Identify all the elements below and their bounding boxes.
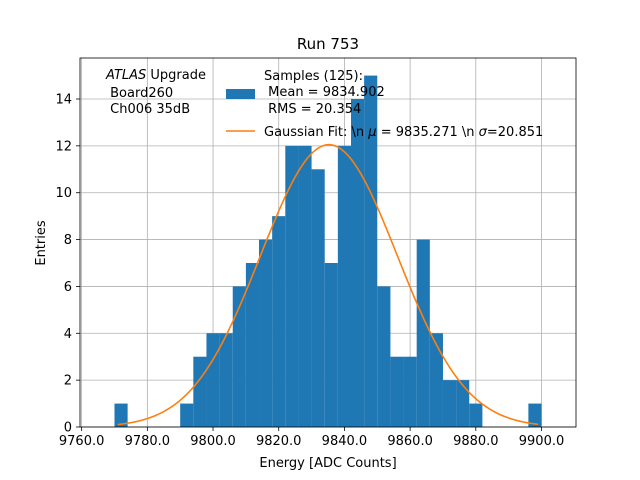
x-tick-label: 9900.0: [519, 434, 565, 449]
x-tick-label: 9820.0: [256, 434, 302, 449]
histogram-bar: [442, 380, 457, 427]
histogram-bar: [245, 263, 260, 427]
histogram-bar: [416, 239, 430, 427]
legend-fit-sigma: σ: [479, 125, 488, 140]
legend-fit-suffix: =20.851: [487, 125, 543, 140]
annotation-channel: Ch006 35dB: [106, 102, 190, 117]
histogram-bar: [528, 403, 542, 427]
gaussian-fit-curve: [117, 143, 539, 426]
x-tick-label: 9780.0: [125, 434, 171, 449]
histogram-bar: [272, 216, 286, 427]
histogram-bar: [324, 263, 338, 427]
histogram-bar: [337, 145, 351, 427]
histogram-bar: [350, 99, 365, 427]
legend-fit-label: Gaussian Fit: \n μ = 9835.271 \n σ=20.85…: [264, 125, 543, 140]
annotation-upgrade: Upgrade: [146, 68, 206, 83]
annotation-line-1: ATLAS Upgrade: [105, 68, 206, 83]
plot-frame: [79, 57, 577, 428]
histogram-bar: [390, 356, 404, 427]
y-tick-label: 12: [55, 139, 72, 154]
histogram-bars: [114, 75, 542, 428]
histogram-bar: [403, 356, 417, 427]
x-tick-label: 9860.0: [387, 434, 433, 449]
legend-fit-mu: μ: [367, 125, 376, 140]
x-tick-label: 9800.0: [190, 434, 236, 449]
histogram-bar: [206, 333, 220, 427]
y-tick-label: 8: [64, 233, 72, 248]
histogram-bar: [456, 380, 470, 427]
histogram-bar: [180, 403, 194, 427]
x-tick-label: 9880.0: [453, 434, 499, 449]
legend: Samples (125): Mean = 9834.902 RMS = 20.…: [226, 69, 543, 140]
histogram-bar: [311, 169, 325, 428]
x-tick-label: 9760.0: [59, 434, 105, 449]
chart-title: Run 753: [297, 35, 359, 53]
histogram-bar: [193, 356, 207, 427]
histogram-bar: [114, 403, 128, 427]
x-tick-label: 9840.0: [322, 434, 368, 449]
y-axis-label: Entries: [34, 220, 49, 266]
x-axis-ticks: 9760.0 9780.0 9800.0 9820.0 9840.0 9860.0 9880…: [59, 427, 564, 449]
y-tick-label: 10: [55, 186, 72, 201]
legend-fit-prefix: Gaussian Fit: \n: [264, 125, 368, 140]
legend-fit-mid: = 9835.271 \n: [377, 125, 479, 140]
y-axis-ticks: 0 2 4 6 8 10 12 14: [55, 93, 80, 436]
annotation-atlas: ATLAS: [105, 68, 146, 83]
histogram-bar: [377, 286, 391, 427]
histogram-bar: [259, 239, 273, 427]
y-tick-label: 0: [64, 421, 72, 436]
y-tick-label: 14: [55, 93, 72, 108]
legend-hist-swatch: [226, 89, 255, 99]
legend-hist-line-2: Mean = 9834.902: [264, 85, 385, 100]
gaussian-fit: [117, 143, 539, 426]
histogram-bar: [298, 145, 312, 427]
legend-hist-line-3: RMS = 20.354: [264, 102, 361, 117]
histogram-bar: [429, 333, 443, 427]
y-tick-label: 6: [64, 280, 72, 295]
y-tick-label: 4: [64, 327, 72, 342]
legend-hist-line-1: Samples (125):: [264, 69, 363, 84]
histogram-bar: [285, 145, 299, 427]
y-tick-label: 2: [64, 374, 72, 389]
histogram-bar: [469, 403, 483, 427]
histogram-bar: [219, 333, 233, 427]
atlas-annotation: ATLAS Upgrade Board260 Ch006 35dB: [105, 68, 206, 117]
histogram-bar: [232, 286, 246, 427]
histogram-bar: [364, 75, 378, 428]
annotation-board: Board260: [106, 86, 173, 101]
x-axis-label: Energy [ADC Counts]: [259, 456, 396, 471]
